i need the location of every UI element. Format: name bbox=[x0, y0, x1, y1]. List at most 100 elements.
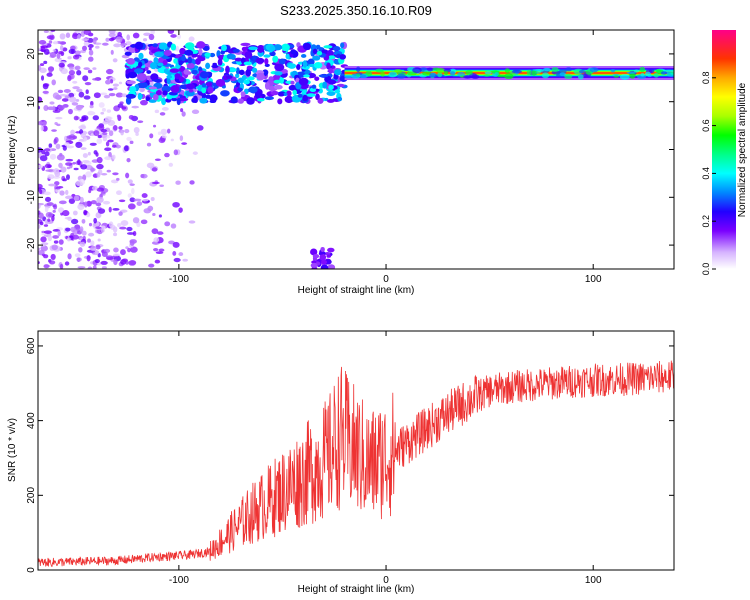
heatmap-cell bbox=[131, 187, 135, 195]
heatmap-cell bbox=[117, 222, 122, 228]
heatmap-cell bbox=[125, 96, 132, 105]
heatmap-cell bbox=[85, 164, 93, 171]
heatmap-cell bbox=[75, 99, 80, 102]
heatmap-cell bbox=[313, 62, 323, 69]
heatmap-cell bbox=[243, 61, 252, 66]
heatmap-cell bbox=[52, 41, 59, 45]
heatmap-cell bbox=[102, 200, 111, 205]
heatmap-cell bbox=[154, 78, 162, 83]
heatmap-cell bbox=[58, 105, 65, 110]
snr-xlabel: Height of straight line (km) bbox=[298, 584, 415, 595]
heatmap-cell bbox=[69, 96, 77, 103]
heatmap-cell bbox=[54, 171, 61, 177]
heatmap-cell bbox=[41, 242, 46, 247]
heatmap-cell bbox=[578, 70, 586, 74]
heatmap-cell bbox=[121, 106, 127, 110]
heatmap-cell bbox=[92, 67, 97, 70]
heatmap-cell bbox=[272, 55, 279, 63]
heatmap-cell bbox=[484, 71, 492, 75]
heatmap-cell bbox=[46, 35, 54, 40]
heatmap-cell bbox=[542, 67, 551, 72]
heatmap-cell bbox=[72, 80, 78, 84]
heatmap-cell bbox=[316, 50, 323, 56]
heatmap-cell bbox=[565, 67, 572, 72]
heatmap-cell bbox=[226, 75, 233, 79]
heatmap-cell bbox=[105, 141, 110, 147]
heatmap-cell bbox=[134, 41, 144, 50]
heatmap-cell bbox=[58, 162, 63, 169]
heatmap-cell bbox=[181, 111, 186, 117]
heatmap-cell bbox=[146, 162, 155, 169]
heatmap-cell bbox=[129, 246, 138, 253]
heatmap-cell bbox=[101, 42, 109, 46]
heatmap-cell bbox=[58, 62, 65, 68]
heatmap-cell bbox=[589, 67, 599, 73]
heatmap-cell bbox=[298, 77, 309, 86]
snr-ytick-label: 600 bbox=[26, 337, 37, 354]
heatmap-cell bbox=[327, 55, 336, 60]
heatmap-cell bbox=[205, 62, 211, 70]
heatmap-cell bbox=[124, 51, 132, 56]
heatmap-cell bbox=[310, 248, 318, 256]
heatmap-cell bbox=[277, 98, 283, 105]
heatmap-cell bbox=[645, 71, 651, 76]
heatmap-cell bbox=[170, 34, 177, 38]
heatmap-cell bbox=[264, 58, 269, 65]
heatmap-cell bbox=[97, 253, 101, 258]
heatmap-cell bbox=[108, 92, 116, 97]
heatmap-cell bbox=[532, 68, 541, 71]
heatmap-cell bbox=[127, 179, 133, 184]
heatmap-cell bbox=[96, 196, 104, 203]
heatmap-cell bbox=[312, 253, 320, 259]
heatmap-cell bbox=[56, 123, 61, 127]
heatmap-cell bbox=[232, 48, 240, 53]
heatmap-cell bbox=[192, 151, 198, 155]
heatmap-cell bbox=[175, 180, 181, 185]
heatmap-cell bbox=[110, 179, 119, 184]
heatmap-cell bbox=[613, 75, 620, 78]
snr-series-line bbox=[38, 360, 674, 567]
heatmap-cell bbox=[143, 208, 152, 214]
heatmap-cell bbox=[88, 222, 93, 227]
heatmap-cell bbox=[39, 221, 44, 226]
heatmap-cell bbox=[127, 203, 136, 210]
heatmap-cell bbox=[183, 69, 190, 75]
heatmap-cell bbox=[118, 126, 123, 130]
heatmap-cell bbox=[217, 58, 223, 66]
heatmap-cell bbox=[199, 71, 209, 79]
heatmap-cell bbox=[98, 102, 105, 108]
heatmap-cell bbox=[140, 173, 145, 179]
heatmap-cell bbox=[100, 128, 108, 133]
heatmap-cell bbox=[101, 107, 106, 112]
heatmap-cell bbox=[120, 42, 128, 46]
heatmap-cell bbox=[577, 74, 584, 80]
heatmap-cell bbox=[356, 66, 361, 73]
heatmap-cell bbox=[463, 75, 472, 79]
heatmap-cell bbox=[610, 68, 616, 73]
heatmap-cell bbox=[65, 32, 71, 38]
heatmap-cell bbox=[38, 210, 41, 215]
heatmap-cell bbox=[264, 96, 274, 101]
heatmap-cell bbox=[74, 65, 81, 71]
heatmap-cell bbox=[90, 240, 95, 247]
heatmap-cell bbox=[655, 69, 662, 73]
heatmap-cell bbox=[138, 52, 144, 60]
heatmap-cell bbox=[262, 69, 269, 76]
colorbar-ticks: 0.0 0.2 0.4 0.6 0.8 bbox=[701, 72, 716, 275]
heatmap-cell bbox=[161, 97, 167, 106]
heatmap-cell bbox=[156, 231, 164, 235]
heatmap-cell bbox=[117, 31, 122, 38]
heatmap-cell bbox=[263, 54, 271, 58]
heatmap-cell bbox=[59, 44, 64, 51]
heatmap-cell bbox=[43, 30, 49, 34]
heatmap-cell bbox=[290, 80, 295, 85]
heatmap-cell bbox=[56, 154, 65, 161]
heatmap-cell bbox=[65, 195, 73, 200]
heatmap-cell bbox=[125, 93, 136, 99]
heatmap-cell bbox=[87, 266, 93, 269]
heatmap-cell bbox=[116, 177, 120, 181]
heatmap-cell bbox=[188, 220, 196, 224]
heatmap-cell bbox=[170, 138, 174, 142]
heatmap-cell bbox=[320, 264, 329, 269]
heatmap-cell bbox=[52, 92, 60, 99]
